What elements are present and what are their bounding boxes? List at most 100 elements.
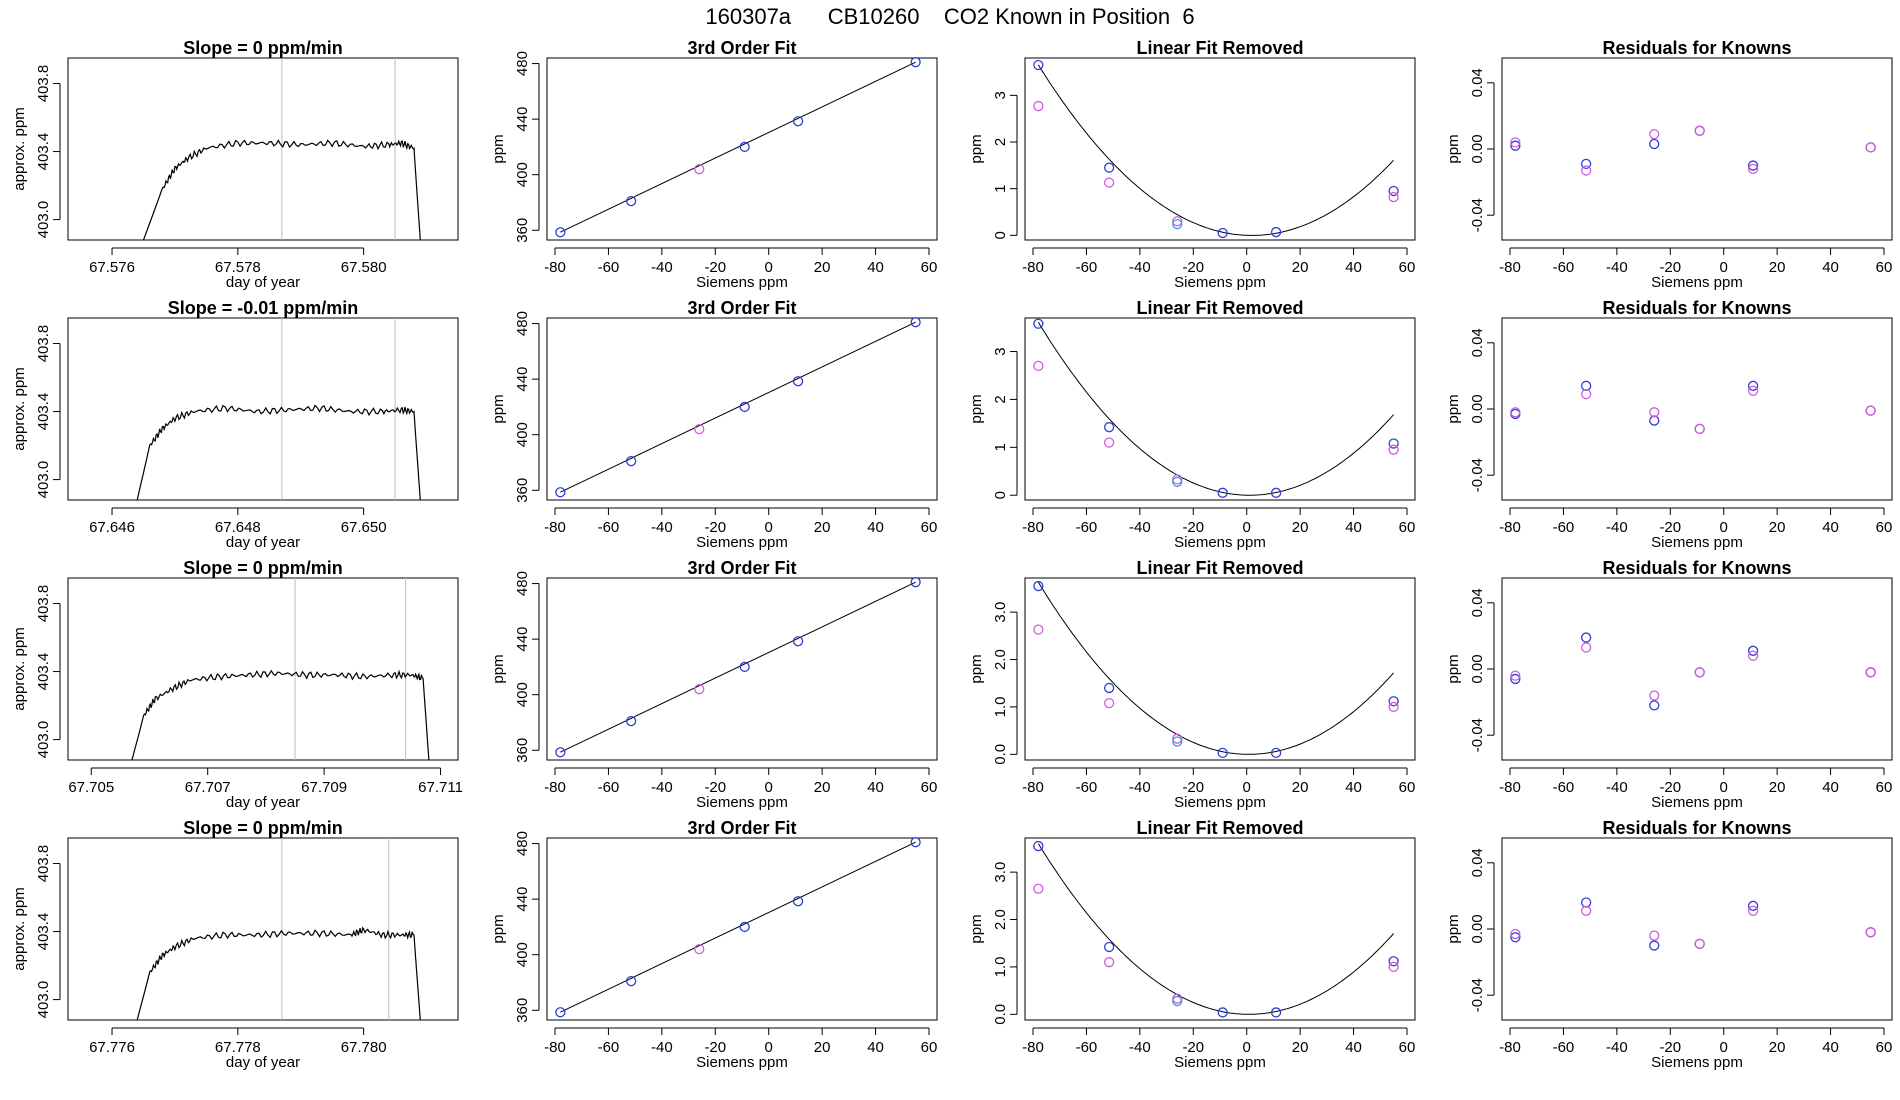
x-tick-label: -80 (1499, 519, 1521, 536)
data-point (739, 141, 750, 153)
plot-frame (1024, 837, 1416, 1021)
y-tick-label: 360 (514, 218, 531, 243)
x-axis-label: Siemens ppm (1651, 274, 1743, 291)
data-point (1217, 747, 1228, 759)
y-tick-label: 3 (992, 347, 1009, 355)
data-point (739, 401, 750, 413)
plot-frame (546, 57, 938, 241)
data-point (1270, 1007, 1282, 1018)
plot-data (136, 318, 421, 500)
y-axis-label: ppm (490, 654, 507, 683)
x-tick-label: 40 (867, 259, 884, 276)
data-point (1649, 930, 1660, 941)
x-tick-label: -60 (598, 519, 620, 536)
data-point (1103, 957, 1115, 968)
data-point (1388, 961, 1399, 973)
x-tick-label: -60 (1553, 1039, 1575, 1056)
data-point (1580, 897, 1592, 908)
x-tick-label: 0 (765, 779, 773, 796)
x-axis-label: Siemens ppm (1174, 274, 1266, 291)
plot-frame (546, 317, 938, 501)
plot-data (560, 61, 916, 233)
x-tick-label: 0 (1720, 259, 1728, 276)
x-tick-label: -20 (1182, 259, 1204, 276)
y-tick-label: 480 (514, 51, 531, 76)
x-axis-label: Siemens ppm (1174, 1054, 1266, 1071)
panel-title: Slope = 0 ppm/min (183, 38, 343, 58)
data-point (1747, 900, 1759, 911)
x-tick-label: 0 (1243, 519, 1251, 536)
data-point (1694, 125, 1705, 136)
data-point (1033, 360, 1044, 372)
x-tick-label: -80 (1499, 1039, 1521, 1056)
concentration-trace (136, 404, 421, 500)
data-point (1580, 158, 1592, 170)
y-tick-label: 480 (514, 571, 531, 596)
panel-title: Slope = 0 ppm/min (183, 818, 343, 838)
x-tick-label: -60 (1553, 519, 1575, 536)
panel-title: Linear Fit Removed (1136, 558, 1303, 578)
x-tick-label: -40 (1129, 1039, 1151, 1056)
x-tick-label: 0 (1243, 259, 1251, 276)
y-tick-label: -0.04 (1469, 718, 1486, 752)
x-tick-label: -40 (651, 519, 673, 536)
x-tick-label: -20 (1182, 779, 1204, 796)
y-tick-label: 0.0 (992, 1004, 1009, 1025)
x-tick-label: -80 (1022, 1039, 1044, 1056)
data-point (694, 683, 705, 695)
x-tick-label: 60 (921, 259, 938, 276)
y-tick-label: 360 (514, 478, 531, 503)
data-point (1217, 487, 1228, 498)
data-point (1103, 177, 1115, 188)
data-point (1510, 137, 1521, 148)
data-point (1103, 682, 1115, 694)
data-point (694, 163, 705, 175)
y-axis-label: approx. ppm (11, 107, 28, 190)
panel-2-1: Slope = -0.01 ppm/min 67.646 67.648 67.650 4… (11, 298, 459, 551)
y-tick-label: 0.00 (1469, 914, 1486, 943)
y-axis-label: ppm (1445, 654, 1462, 683)
panel-2-4: Residuals for Knowns -80 -60 -40 -20 0 20 40 60 -… (1445, 298, 1893, 551)
panel-title: Slope = 0 ppm/min (183, 558, 343, 578)
fit-line (560, 61, 916, 233)
x-tick-label: 67.576 (89, 259, 135, 276)
fit-line (560, 841, 916, 1013)
x-tick-label: 20 (1769, 259, 1786, 276)
data-point (555, 747, 566, 758)
data-point (1388, 696, 1399, 707)
x-tick-label: -60 (598, 1039, 620, 1056)
data-point (1388, 444, 1399, 455)
y-tick-label: 403.0 (35, 461, 52, 499)
data-point (1580, 380, 1592, 391)
x-tick-label: -20 (1182, 519, 1204, 536)
y-tick-label: -0.04 (1469, 198, 1486, 232)
y-axis-label: ppm (968, 914, 985, 943)
data-point (1172, 733, 1183, 744)
plot-data (560, 841, 916, 1013)
x-axis-label: Siemens ppm (696, 794, 788, 811)
x-axis-label: Siemens ppm (1651, 794, 1743, 811)
data-point (1172, 476, 1183, 487)
x-tick-label: -80 (1022, 519, 1044, 536)
panel-3-1: Slope = 0 ppm/min 67.705 67.707 67.709 67.71… (11, 558, 463, 811)
data-point (1747, 385, 1759, 396)
y-tick-label: 2 (992, 395, 1009, 403)
x-tick-label: 0 (1243, 779, 1251, 796)
data-point (625, 455, 637, 467)
panel-4-2: 3rd Order Fit -80 -60 -40 -20 0 20 40 60 360 400 44… (490, 818, 938, 1071)
panel-title: Linear Fit Removed (1136, 818, 1303, 838)
plot-frame (1024, 57, 1416, 241)
data-point (1103, 162, 1115, 173)
data-point (625, 715, 637, 727)
x-tick-label: 40 (1822, 259, 1839, 276)
panel-1-2: 3rd Order Fit -80 -60 -40 -20 0 20 40 60 360 400 44… (490, 38, 938, 291)
y-tick-label: 1.0 (992, 956, 1009, 977)
x-tick-label: 67.780 (341, 1039, 387, 1056)
y-tick-label: 0.04 (1469, 588, 1486, 617)
x-tick-label: -60 (1553, 259, 1575, 276)
y-tick-label: 403.4 (35, 653, 52, 691)
fit-curve (1037, 322, 1394, 496)
y-tick-label: 480 (514, 831, 531, 856)
